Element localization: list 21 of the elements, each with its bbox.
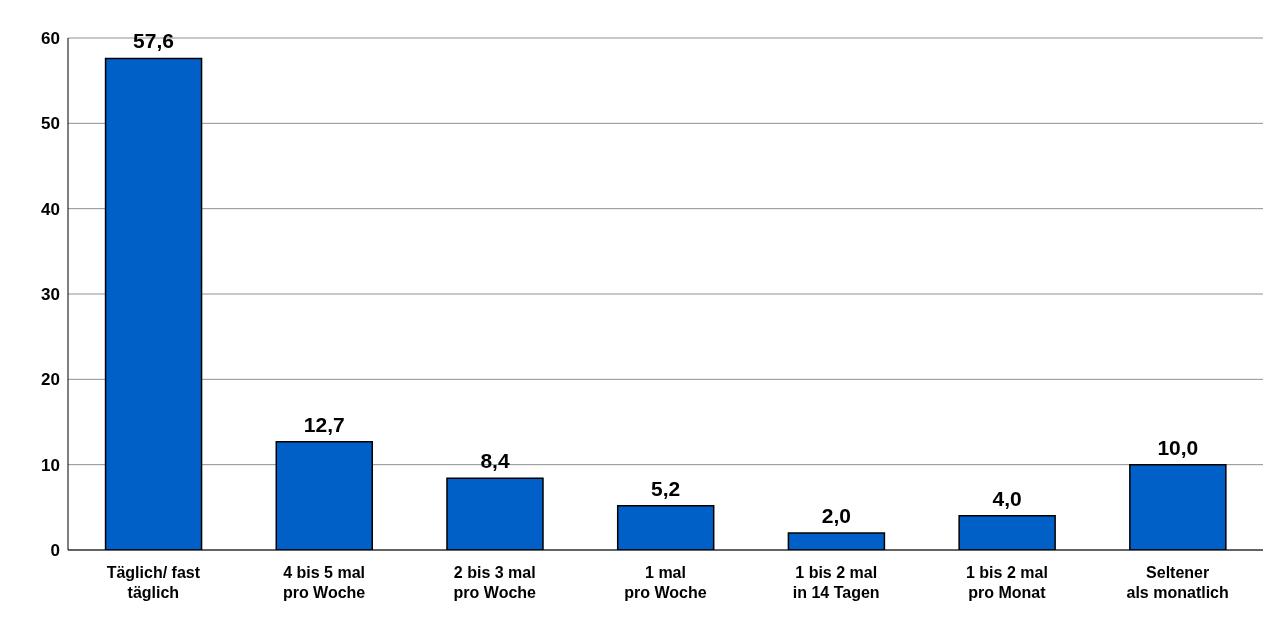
data-label: 10,0 xyxy=(1157,435,1199,459)
x-tick-label: 1 bis 2 mal pro Monat xyxy=(966,564,1048,601)
x-tick-label: 2 bis 3 mal pro Woche xyxy=(453,564,537,601)
y-tick-label: 20 xyxy=(41,370,60,390)
data-label: 12,7 xyxy=(303,412,345,436)
x-tick-label: 4 bis 5 mal pro Woche xyxy=(282,564,366,601)
data-label: 8,4 xyxy=(480,449,510,473)
y-tick-label: 50 xyxy=(41,114,60,134)
data-label: 2,0 xyxy=(821,503,852,527)
data-label: 5,2 xyxy=(651,476,681,500)
x-tick-label: 1 mal pro Woche xyxy=(624,564,707,601)
y-tick-label: 60 xyxy=(41,29,60,49)
data-label: 4,0 xyxy=(992,486,1022,510)
y-tick-label: 10 xyxy=(41,455,60,475)
y-tick-label: 30 xyxy=(41,285,60,305)
x-tick-label: 1 bis 2 mal in 14 Tagen xyxy=(792,564,880,601)
x-tick-label: Seltener als monatlich xyxy=(1126,564,1229,601)
y-tick-label: 0 xyxy=(50,541,60,561)
y-tick-label: 40 xyxy=(41,199,60,219)
x-tick-label: Täglich/ fast täglich xyxy=(106,564,201,601)
data-label: 57,6 xyxy=(133,29,174,53)
